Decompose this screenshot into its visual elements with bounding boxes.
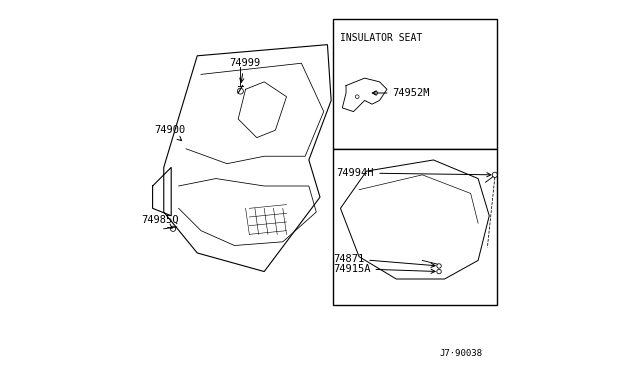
Text: INSULATOR SEAT: INSULATOR SEAT bbox=[340, 33, 422, 44]
Text: 74952M: 74952M bbox=[372, 88, 430, 98]
Text: 74985Q: 74985Q bbox=[141, 215, 179, 228]
Text: 74999: 74999 bbox=[229, 58, 260, 83]
Bar bbox=[333, 19, 497, 149]
Text: 74994H: 74994H bbox=[337, 168, 491, 178]
Bar bbox=[333, 149, 497, 305]
Text: J7·90038: J7·90038 bbox=[439, 349, 482, 358]
Text: 74900: 74900 bbox=[154, 125, 186, 141]
Text: 74871: 74871 bbox=[333, 254, 435, 267]
Text: 74915A: 74915A bbox=[333, 264, 435, 273]
